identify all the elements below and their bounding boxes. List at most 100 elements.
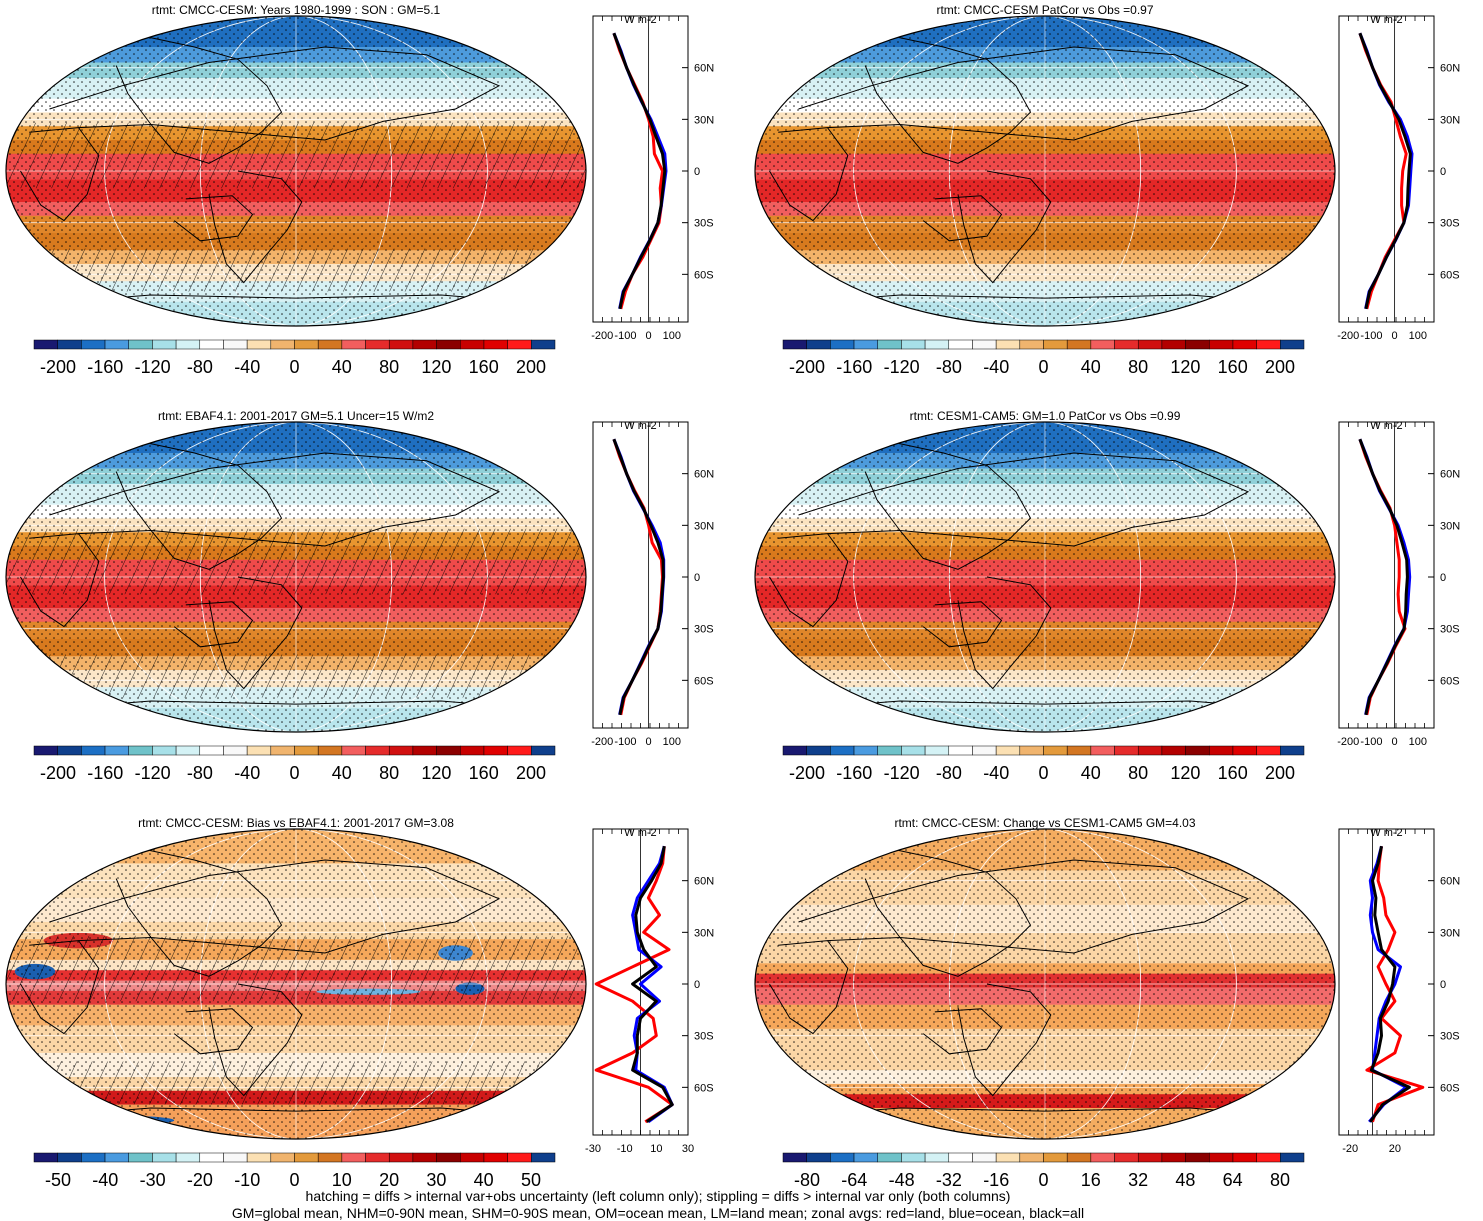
colorbar-segment xyxy=(1232,339,1257,350)
colorbar-label: 120 xyxy=(1170,357,1200,377)
map-field xyxy=(755,16,1335,326)
colorbar-segment xyxy=(388,745,414,756)
lat-tick-label: 30N xyxy=(694,114,714,126)
hatching-south xyxy=(6,654,586,698)
stippling xyxy=(755,829,1335,1139)
colorbar-label: -160 xyxy=(87,763,123,783)
colorbar-label: 80 xyxy=(379,763,399,783)
colorbar-segment xyxy=(460,339,485,350)
colorbar-segment xyxy=(1066,745,1092,756)
colorbar-segment xyxy=(531,1152,556,1163)
colorbar-segment xyxy=(1043,1152,1068,1163)
colorbar-segment xyxy=(199,1152,224,1163)
colorbar-label: -50 xyxy=(45,1170,71,1190)
colorbar-segment xyxy=(1185,1152,1210,1163)
colorbar-label: -160 xyxy=(836,357,872,377)
colorbar-label: -200 xyxy=(789,357,825,377)
panel-title: rtmt: CMCC-CESM: Years 1980-1999 : SON :… xyxy=(152,3,441,17)
colorbar-label: -40 xyxy=(92,1170,118,1190)
lat-tick-label: 60N xyxy=(694,63,714,75)
colorbar-segment xyxy=(57,339,82,350)
profile-series-all xyxy=(612,438,665,716)
colorbar-segment xyxy=(1043,339,1068,350)
colorbar-segment xyxy=(1232,1152,1257,1163)
lat-tick-label: 60S xyxy=(1440,269,1460,281)
lat-tick-label: 60S xyxy=(1440,1082,1460,1094)
colorbar-segment xyxy=(341,745,366,756)
colorbar-segment xyxy=(483,339,508,350)
colorbar-label: 0 xyxy=(1038,763,1048,783)
colorbar-segment xyxy=(365,1152,390,1163)
colorbar-label: 120 xyxy=(421,763,451,783)
colorbar-label: -40 xyxy=(983,357,1009,377)
colorbar-label: 160 xyxy=(1218,357,1248,377)
colorbar-segment xyxy=(1161,745,1186,756)
colorbar-label: -200 xyxy=(40,357,76,377)
colorbar-segment xyxy=(853,1152,878,1163)
colorbar-segment xyxy=(1043,745,1068,756)
colorbar-label: 0 xyxy=(289,1170,299,1190)
map-field xyxy=(755,422,1335,732)
lat-tick-label: 0 xyxy=(694,166,700,178)
profile-series-all xyxy=(631,845,674,1124)
colorbar-segment xyxy=(57,1152,82,1163)
colorbar-segment xyxy=(806,745,831,756)
profile-series-land xyxy=(594,846,674,1124)
colorbar-segment xyxy=(1066,1152,1092,1163)
colorbar-segment xyxy=(1066,339,1092,350)
colorbar-label: 0 xyxy=(289,357,299,377)
colorbar-segment xyxy=(1161,339,1186,350)
colorbar-segment xyxy=(104,745,129,756)
map-outline xyxy=(5,15,587,327)
colorbar-label: 40 xyxy=(474,1170,494,1190)
colorbar-label: 40 xyxy=(1081,763,1101,783)
map-field xyxy=(6,16,586,326)
colorbar-label: 200 xyxy=(1265,763,1295,783)
colorbar-segment xyxy=(901,339,926,350)
colorbar-segment xyxy=(972,339,997,350)
colorbar-segment xyxy=(388,339,414,350)
colorbar-segment xyxy=(830,745,855,756)
colorbar-label: -120 xyxy=(884,357,920,377)
colorbar-label: -80 xyxy=(936,763,962,783)
colorbar-segment xyxy=(128,745,153,756)
lat-tick-label: 30S xyxy=(1440,1031,1460,1043)
lat-tick-label: 30N xyxy=(1440,114,1460,126)
colorbar-segment xyxy=(830,1152,855,1163)
colorbar-segment xyxy=(388,1152,414,1163)
map-outline xyxy=(5,421,587,733)
colorbar-segment xyxy=(341,1152,366,1163)
colorbar-segment xyxy=(1256,339,1281,350)
colorbar-segment xyxy=(436,339,461,350)
colorbar-segment xyxy=(294,1152,319,1163)
colorbar-segment xyxy=(1185,745,1210,756)
colorbar-segment xyxy=(531,339,556,350)
profile-x-tick-label: -30 xyxy=(585,1143,601,1155)
colorbar-segment xyxy=(995,339,1021,350)
profile-x-tick-label: -200 xyxy=(1337,736,1359,748)
panel-title: rtmt: EBAF4.1: 2001-2017 GM=5.1 Uncer=15… xyxy=(158,409,434,423)
colorbar-segment xyxy=(972,1152,997,1163)
colorbar-segment xyxy=(901,1152,926,1163)
colorbar-segment xyxy=(33,745,58,756)
colorbar-label: 80 xyxy=(1128,763,1148,783)
colorbar-segment xyxy=(995,745,1021,756)
map-field xyxy=(6,422,586,732)
colorbar-label: 160 xyxy=(469,357,499,377)
colorbar-segment xyxy=(128,1152,153,1163)
colorbar-segment xyxy=(853,339,878,350)
colorbar-segment xyxy=(294,745,319,756)
colorbar-segment xyxy=(152,1152,177,1163)
colorbar-segment xyxy=(460,745,485,756)
colorbar-label: -200 xyxy=(789,763,825,783)
profile-x-tick-label: -100 xyxy=(614,736,636,748)
colorbar-segment xyxy=(104,339,129,350)
colorbar-segment xyxy=(175,339,201,350)
colorbar-label: 0 xyxy=(1038,1170,1048,1190)
lat-tick-label: 0 xyxy=(1440,572,1446,584)
profile-x-tick-label: -100 xyxy=(614,330,636,342)
colorbar-segment xyxy=(995,1152,1021,1163)
colorbar-segment xyxy=(901,745,926,756)
lat-tick-label: 60S xyxy=(1440,675,1460,687)
